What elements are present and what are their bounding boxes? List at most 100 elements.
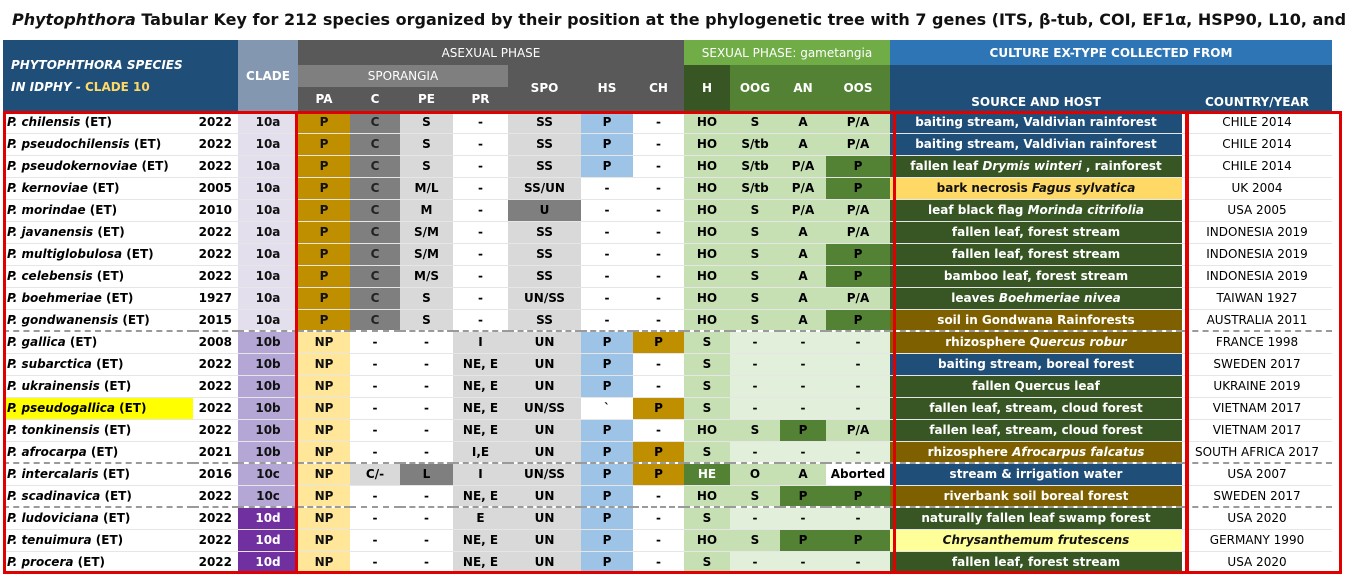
cell-hs: P bbox=[581, 485, 633, 508]
cell-an: - bbox=[780, 375, 826, 398]
ex-type-tag: (ET) bbox=[101, 291, 134, 305]
species-column-header: PHYTOPHTHORA SPECIES IN IDPHY - CLADE 10 bbox=[3, 40, 238, 111]
source-text: fallen Quercus leaf bbox=[972, 379, 1100, 393]
cell-h: S bbox=[684, 375, 730, 398]
cell-pr: NE, E bbox=[453, 375, 508, 398]
ex-type-tag: (ET) bbox=[114, 401, 147, 415]
clade-cell: 10c bbox=[238, 462, 298, 486]
cell-oos: - bbox=[826, 375, 890, 398]
cell-oog: S/tb bbox=[730, 133, 780, 156]
clade-cell: 10a bbox=[238, 265, 298, 288]
source-host-cell: stream & irrigation water bbox=[890, 462, 1182, 486]
species-name: P. gondwanensis bbox=[7, 312, 119, 327]
clade-cell: 10a bbox=[238, 199, 298, 222]
species-name-cell: P. gondwanensis (ET) bbox=[3, 309, 193, 332]
species-name: P. tenuimura bbox=[7, 533, 92, 547]
country-year-cell: SWEDEN 2017 bbox=[1182, 485, 1332, 508]
cell-spo: SS bbox=[508, 243, 581, 266]
cell-pa: NP bbox=[298, 441, 350, 464]
species-name-cell: P. ukrainensis (ET) bbox=[3, 375, 193, 398]
cell-pa: NP bbox=[298, 330, 350, 354]
cell-oos: P/A bbox=[826, 419, 890, 442]
cell-an: - bbox=[780, 506, 826, 530]
cell-spo: SS bbox=[508, 265, 581, 288]
species-name-cell: P. gallica (ET) bbox=[3, 330, 193, 354]
country-year-cell: INDONESIA 2019 bbox=[1182, 265, 1332, 288]
cell-pr: - bbox=[453, 243, 508, 266]
source-text: fallen leaf bbox=[910, 159, 983, 173]
source-text: naturally fallen leaf swamp forest bbox=[921, 511, 1151, 526]
species-name: P. morindae bbox=[7, 203, 86, 217]
table-row: P. gallica (ET) 2008 10b NP - - I UN P P S - - - rhizo… bbox=[3, 330, 1332, 354]
table-row: P. morindae (ET) 2010 10a P C M - U - - HO S P/A P/A l… bbox=[3, 199, 1332, 222]
cell-pe: - bbox=[400, 485, 453, 508]
col-header-c: C bbox=[350, 87, 400, 111]
cell-hs: - bbox=[581, 221, 633, 244]
cell-pr: I,E bbox=[453, 441, 508, 464]
year-cell: 2022 bbox=[193, 506, 238, 530]
cell-hs: - bbox=[581, 177, 633, 200]
year-cell: 1927 bbox=[193, 287, 238, 310]
year-cell: 2010 bbox=[193, 199, 238, 222]
cell-pa: NP bbox=[298, 397, 350, 420]
source-host-italic: Drymis winteri bbox=[982, 159, 1082, 173]
cell-ch: P bbox=[633, 330, 684, 354]
col-header-hs: HS bbox=[581, 65, 633, 111]
cell-pa: P bbox=[298, 155, 350, 178]
cell-h: HO bbox=[684, 485, 730, 508]
species-name: P. chilensis bbox=[7, 114, 81, 129]
cell-ch: - bbox=[633, 155, 684, 178]
ex-type-tag: (ET) bbox=[93, 225, 125, 239]
source-text: leaf black flag bbox=[927, 203, 1028, 217]
cell-pe: - bbox=[400, 441, 453, 464]
cell-hs: P bbox=[581, 506, 633, 530]
cell-c: - bbox=[350, 551, 400, 574]
cell-c: - bbox=[350, 397, 400, 420]
cell-c: - bbox=[350, 375, 400, 398]
country-year-cell: UKRAINE 2019 bbox=[1182, 375, 1332, 398]
cell-ch: - bbox=[633, 111, 684, 134]
col-header-country: COUNTRY/YEAR bbox=[1182, 65, 1332, 111]
cell-oos: P/A bbox=[826, 287, 890, 310]
cell-pr: NE, E bbox=[453, 551, 508, 574]
cell-ch: P bbox=[633, 462, 684, 486]
cell-spo: UN bbox=[508, 551, 581, 574]
species-name: P. gallica bbox=[7, 335, 66, 350]
year-cell: 2022 bbox=[193, 485, 238, 508]
source-host-italic: Quercus robur bbox=[1029, 335, 1127, 350]
cell-pr: - bbox=[453, 287, 508, 310]
table-row: P. boehmeriae (ET) 1927 10a P C S - UN/SS - - HO S A… bbox=[3, 287, 1332, 310]
table-row: P. tenuimura (ET) 2022 10d NP - - NE, E UN P - HO S… bbox=[3, 529, 1332, 552]
source-text: bark necrosis bbox=[936, 181, 1032, 195]
species-name-cell: P. javanensis (ET) bbox=[3, 221, 193, 244]
species-name-cell: P. pseudokernoviae (ET) bbox=[3, 155, 193, 178]
source-host-italic: Morinda citrifolia bbox=[1027, 203, 1144, 217]
cell-oog: S bbox=[730, 243, 780, 266]
table-row: P. intercalaris (ET) 2016 10c NP C/- L I UN/SS P… bbox=[3, 462, 1332, 486]
ex-type-tag: (ET) bbox=[91, 357, 124, 371]
species-key-table: PHYTOPHTHORA SPECIES IN IDPHY - CLADE 10… bbox=[3, 40, 1332, 574]
year-cell: 2022 bbox=[193, 155, 238, 178]
cell-pr: NE, E bbox=[453, 485, 508, 508]
cell-an: A bbox=[780, 287, 826, 310]
cell-oos: P bbox=[826, 485, 890, 508]
cell-pa: P bbox=[298, 309, 350, 332]
cell-pe: L bbox=[400, 462, 453, 486]
cell-oog: - bbox=[730, 397, 780, 420]
cell-spo: U bbox=[508, 199, 581, 222]
year-cell: 2021 bbox=[193, 441, 238, 464]
cell-c: - bbox=[350, 330, 400, 354]
species-name-cell: P. ludoviciana (ET) bbox=[3, 506, 193, 530]
title-rest: Tabular Key for 212 species organized by… bbox=[135, 10, 1347, 29]
table-row: P. chilensis (ET) 2022 10a P C S - SS P - HO S A P/A b… bbox=[3, 111, 1332, 134]
table-row: P. tonkinensis (ET) 2022 10b NP - - NE, E UN P - H… bbox=[3, 419, 1332, 442]
cell-pa: NP bbox=[298, 375, 350, 398]
cell-oos: P bbox=[826, 243, 890, 266]
source-host-cell: rhizosphere Quercus robur bbox=[890, 330, 1182, 354]
cell-ch: - bbox=[633, 309, 684, 332]
cell-h: S bbox=[684, 330, 730, 354]
sporangia-header: SPORANGIA bbox=[298, 65, 508, 87]
source-host-cell: leaves Boehmeriae nivea bbox=[890, 287, 1182, 310]
year-cell: 2022 bbox=[193, 529, 238, 552]
source-host-cell: baiting stream, Valdivian rainforest bbox=[890, 133, 1182, 156]
